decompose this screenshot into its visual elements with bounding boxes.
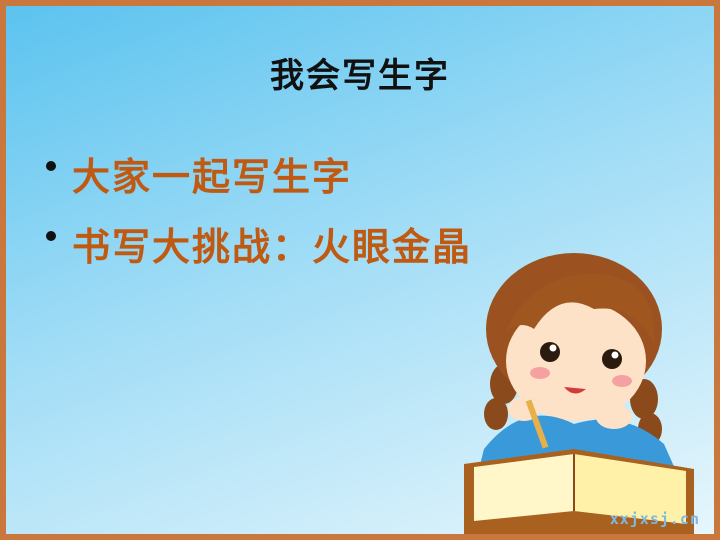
slide-title: 我会写生字 [270, 56, 450, 96]
bullet-list: 大家一起写生字 书写大挑战：火眼金晶 [46, 138, 472, 278]
child-reading-illustration [464, 253, 694, 534]
bullet-dot-icon [46, 231, 56, 241]
bullet-text: 大家一起写生字 [72, 154, 353, 199]
bullet-item: 大家一起写生字 [46, 138, 472, 208]
bullet-text: 书写大挑战：火眼金晶 [72, 224, 473, 269]
bullet-dot-icon [46, 161, 56, 171]
watermark: xxjxsj.cn [609, 510, 700, 528]
bullet-item: 书写大挑战：火眼金晶 [46, 208, 472, 278]
